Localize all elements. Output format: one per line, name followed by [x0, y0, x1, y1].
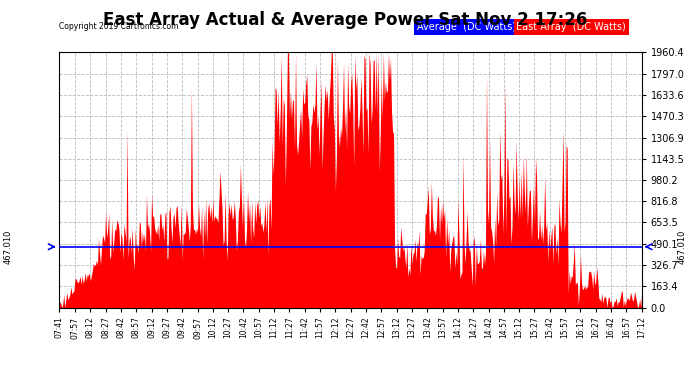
Text: East Array Actual & Average Power Sat Nov 2 17:26: East Array Actual & Average Power Sat No…: [103, 11, 587, 29]
Text: Copyright 2019 Cartronics.com: Copyright 2019 Cartronics.com: [59, 22, 178, 31]
Text: 467.010: 467.010: [3, 230, 12, 264]
Text: 467.010: 467.010: [678, 230, 687, 264]
Text: East Array  (DC Watts): East Array (DC Watts): [516, 22, 626, 32]
Text: Average  (DC Watts): Average (DC Watts): [417, 22, 516, 32]
